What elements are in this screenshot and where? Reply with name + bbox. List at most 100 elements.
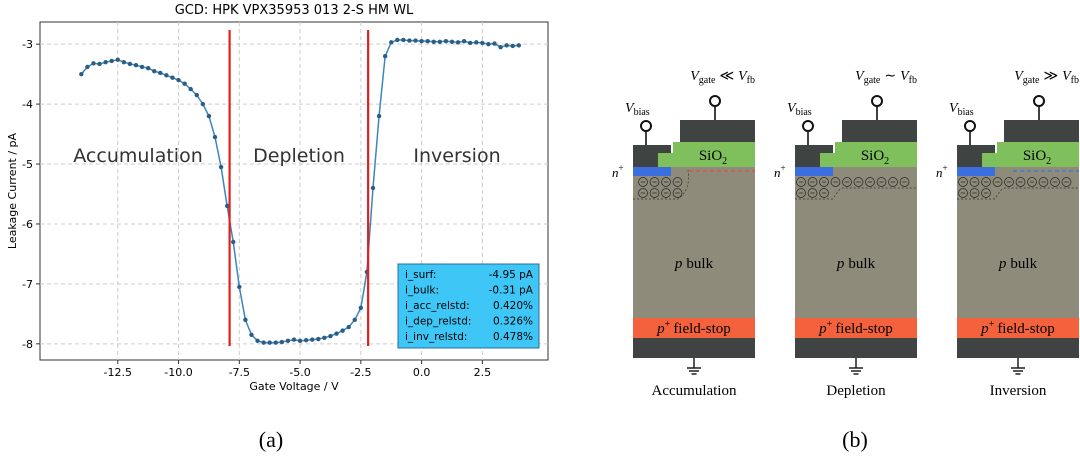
y-axis-label: Leakage Current / pA: [6, 132, 19, 249]
charge: [1027, 177, 1037, 187]
text-part: V: [1062, 69, 1072, 84]
data-point: [480, 40, 485, 46]
data-point: [231, 239, 236, 245]
gate-terminal: [1033, 95, 1045, 107]
implant: [795, 167, 833, 176]
stats-label: i_acc_relstd:: [405, 300, 470, 312]
data-point: [255, 338, 260, 344]
charge: [1050, 177, 1060, 187]
bias-terminal: [964, 120, 976, 132]
charge: [853, 177, 864, 187]
y-tick-label: -6: [22, 218, 33, 231]
text-part: gate: [699, 75, 716, 86]
charge: [649, 188, 660, 198]
bias-label: Vbias: [787, 101, 812, 118]
data-point: [419, 38, 424, 44]
text-part: +: [943, 163, 948, 173]
data-point: [109, 58, 114, 64]
oxide: [982, 142, 1079, 167]
data-point: [188, 86, 193, 92]
text-part: bulk: [686, 256, 713, 272]
charge: [807, 177, 818, 187]
x-tick-label: -12.5: [104, 366, 132, 379]
text-part: field-stop: [673, 321, 731, 337]
stats-value: -0.31 pA: [489, 285, 534, 297]
data-point: [407, 38, 412, 43]
chart-title: GCD: HPK VPX35953 013 2-S HM WL: [175, 3, 414, 18]
text-part: V: [690, 69, 700, 84]
text-part: p: [674, 256, 683, 272]
data-point: [334, 331, 339, 336]
gate-terminal: [709, 95, 721, 107]
x-tick-label: -10.0: [164, 366, 192, 379]
field-stop-label: p+ field-stop: [980, 319, 1055, 337]
text-part: gate: [1023, 75, 1040, 86]
data-point: [273, 340, 278, 345]
text-part: bulk: [848, 256, 875, 272]
text-part: +: [781, 163, 786, 173]
data-point: [206, 113, 212, 119]
oxide: [658, 142, 755, 167]
text-part: 2: [722, 156, 727, 167]
text-part: bias: [634, 107, 650, 118]
backside-metal: [633, 338, 755, 358]
bulk: [795, 163, 917, 318]
data-point: [376, 113, 382, 119]
y-tick-label: -4: [22, 98, 33, 111]
implant: [957, 167, 995, 176]
charge: [969, 188, 980, 198]
charge: [865, 177, 875, 187]
panel-caption: Inversion: [990, 383, 1047, 399]
region-label: Inversion: [413, 145, 500, 167]
data-point: [297, 338, 303, 344]
text-part: V: [787, 101, 797, 116]
y-tick-label: -8: [22, 338, 33, 351]
data-point: [322, 335, 327, 341]
data-point: [310, 337, 315, 342]
data-point: [468, 40, 473, 46]
oxide: [820, 142, 917, 167]
caption: (b): [842, 427, 868, 452]
text-part: p: [836, 256, 845, 272]
x-tick-label: 2.5: [474, 366, 492, 379]
stats-label: i_inv_relstd:: [405, 331, 467, 343]
text-part: +: [827, 319, 833, 330]
data-point: [455, 40, 461, 45]
data-point: [267, 340, 272, 345]
bias-terminal: [640, 120, 652, 132]
data-point: [145, 65, 151, 71]
data-point: [474, 40, 479, 45]
text-part: +: [619, 163, 624, 173]
depletion-edge: [795, 187, 917, 200]
y-tick-label: -3: [22, 38, 33, 51]
text-part: p: [980, 321, 989, 337]
charge: [842, 177, 852, 187]
bulk: [633, 163, 755, 318]
data-point: [413, 38, 418, 43]
data-point: [237, 284, 242, 290]
data-point: [212, 134, 218, 140]
charge: [876, 177, 887, 187]
data-point: [389, 40, 394, 45]
stats-label: i_bulk:: [405, 285, 439, 297]
data-point: [504, 43, 509, 48]
data-point: [182, 81, 187, 86]
charge: [661, 177, 671, 187]
bulk-label: p bulk: [674, 256, 714, 272]
charge: [672, 188, 683, 198]
field-stop: [795, 318, 917, 338]
text-part: gate: [864, 75, 881, 86]
charge: [830, 177, 841, 187]
bias-label: Vbias: [949, 101, 974, 118]
field-stop-label: p+ field-stop: [656, 319, 731, 337]
data-point: [261, 340, 266, 345]
charge: [1038, 177, 1049, 187]
data-point: [486, 41, 491, 47]
stats-value: 0.420%: [493, 300, 533, 312]
data-point: [243, 317, 248, 323]
text-part: SiO: [1023, 148, 1047, 164]
data-point: [370, 185, 376, 191]
charge: [958, 177, 968, 187]
oxide-label: SiO2: [1023, 148, 1051, 167]
